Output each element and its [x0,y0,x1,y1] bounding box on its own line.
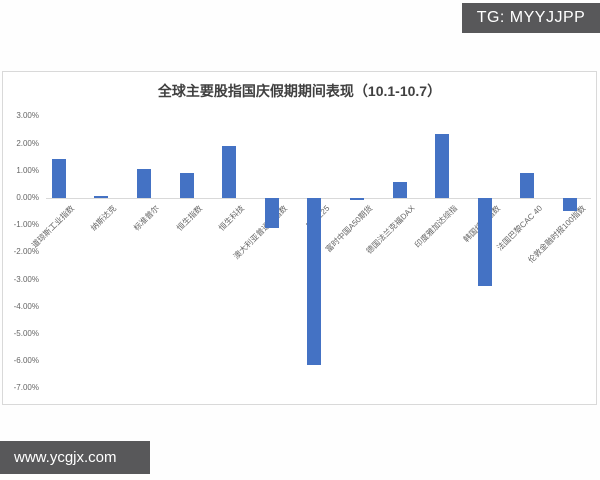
bar-9 [435,133,450,198]
telegram-watermark-badge: TG: MYYJJPP [462,3,600,33]
website-watermark-text: www.ycgjx.com [14,449,117,466]
y-axis-tick-label: -2.00% [13,247,39,257]
y-axis-tick-label: -4.00% [13,301,39,311]
y-axis-tick-label: -7.00% [13,383,39,393]
bar-10 [477,198,492,287]
bar-3 [179,173,194,198]
y-axis-tick-label: 2.00% [16,138,39,148]
bar-0 [51,159,66,198]
y-axis-tick-label: -1.00% [13,220,39,230]
telegram-watermark-text: TG: MYYJJPP [476,9,586,26]
y-axis-tick-label: -3.00% [13,274,39,284]
y-axis-tick-label: 0.00% [16,193,39,202]
y-axis-tick-label: -6.00% [13,356,39,366]
website-watermark-badge: www.ycgjx.com [0,441,150,474]
plot-area: 3.00% 2.00% 1.00% 0.00% -1.00% -2.00% -3.00% -4… [3,72,596,404]
bar-8 [392,181,407,198]
bar-7 [349,198,364,200]
bar-1 [94,196,109,198]
y-axis-tick-label: 3.00% [16,111,39,121]
bar-12 [562,198,577,211]
bar-11 [520,172,535,198]
y-axis-tick-label: -5.00% [13,329,39,338]
bar-4 [222,145,237,198]
bar-2 [136,169,151,198]
y-axis-tick-label: 1.00% [16,165,39,175]
chart-container: 全球主要股指国庆假期期间表现（10.1-10.7） 3.00% 2.00% 1.00… [2,71,597,405]
chart-title: 全球主要股指国庆假期期间表现（10.1-10.7） [157,83,442,99]
bar-5 [264,198,279,228]
bar-6 [307,198,322,365]
